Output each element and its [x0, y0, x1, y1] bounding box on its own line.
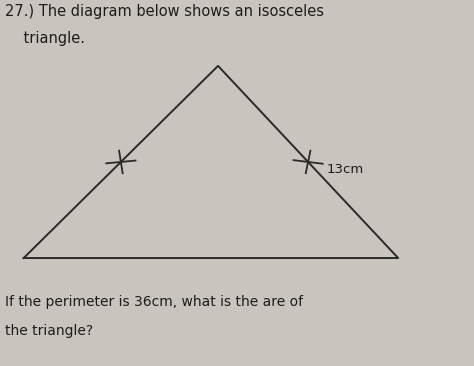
- Text: If the perimeter is 36cm, what is the are of: If the perimeter is 36cm, what is the ar…: [5, 295, 303, 309]
- Text: 27.) The diagram below shows an isosceles: 27.) The diagram below shows an isoscele…: [5, 4, 324, 19]
- Text: 13cm: 13cm: [327, 163, 365, 176]
- Text: triangle.: triangle.: [5, 31, 85, 46]
- Text: the triangle?: the triangle?: [5, 324, 93, 338]
